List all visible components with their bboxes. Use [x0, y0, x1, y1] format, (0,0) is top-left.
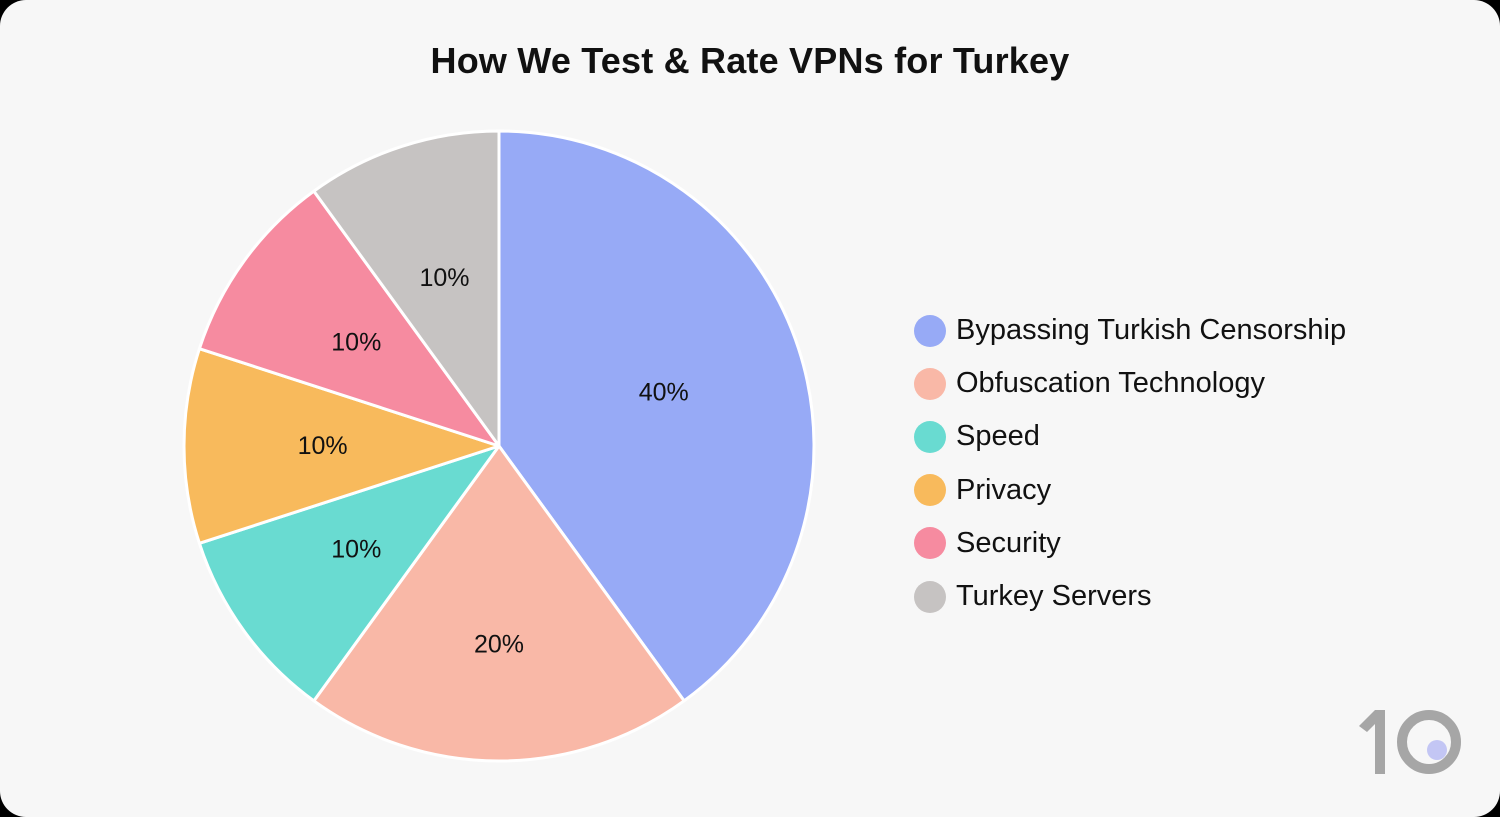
legend: Bypassing Turkish Censorship Obfuscation …	[914, 304, 1346, 623]
legend-item[interactable]: Privacy	[914, 464, 1346, 517]
legend-swatch-icon	[914, 580, 946, 613]
brand-logo-icon	[1359, 710, 1461, 774]
slice-percent-label: 10%	[298, 432, 348, 460]
legend-item[interactable]: Obfuscation Technology	[914, 357, 1346, 410]
legend-swatch-icon	[914, 420, 946, 453]
chart-title: How We Test & Rate VPNs for Turkey	[430, 40, 1070, 81]
slice-percent-label: 10%	[419, 264, 469, 292]
pie-slice-privacy[interactable]	[182, 347, 501, 545]
slice-percent-label: 40%	[639, 378, 689, 406]
legend-item[interactable]: Turkey Servers	[914, 570, 1346, 623]
legend-label: Speed	[956, 420, 1040, 453]
legend-label: Security	[956, 526, 1061, 559]
slice-percent-label: 10%	[331, 536, 381, 564]
pie-slice-bypassing-turkish-censorship[interactable]	[497, 129, 816, 703]
legend-label: Privacy	[956, 473, 1052, 506]
slice-percent-label: 20%	[474, 630, 524, 658]
legend-swatch-icon	[914, 314, 946, 347]
legend-swatch-icon	[914, 474, 946, 507]
legend-item[interactable]: Security	[914, 517, 1346, 570]
legend-label: Turkey Servers	[956, 580, 1152, 613]
pie-slice-security[interactable]	[197, 189, 501, 448]
legend-swatch-icon	[914, 367, 946, 400]
legend-label: Obfuscation Technology	[956, 367, 1266, 400]
pie-slice-turkey-servers[interactable]	[312, 129, 501, 448]
pie-slice-speed[interactable]	[197, 444, 501, 703]
legend-item[interactable]: Bypassing Turkish Censorship	[914, 304, 1346, 357]
legend-label: Bypassing Turkish Censorship	[956, 314, 1347, 347]
legend-item[interactable]: Speed	[914, 410, 1346, 463]
slice-percent-label: 10%	[331, 328, 381, 356]
legend-swatch-icon	[914, 527, 946, 560]
pie-slice-obfuscation-technology[interactable]	[312, 444, 686, 763]
